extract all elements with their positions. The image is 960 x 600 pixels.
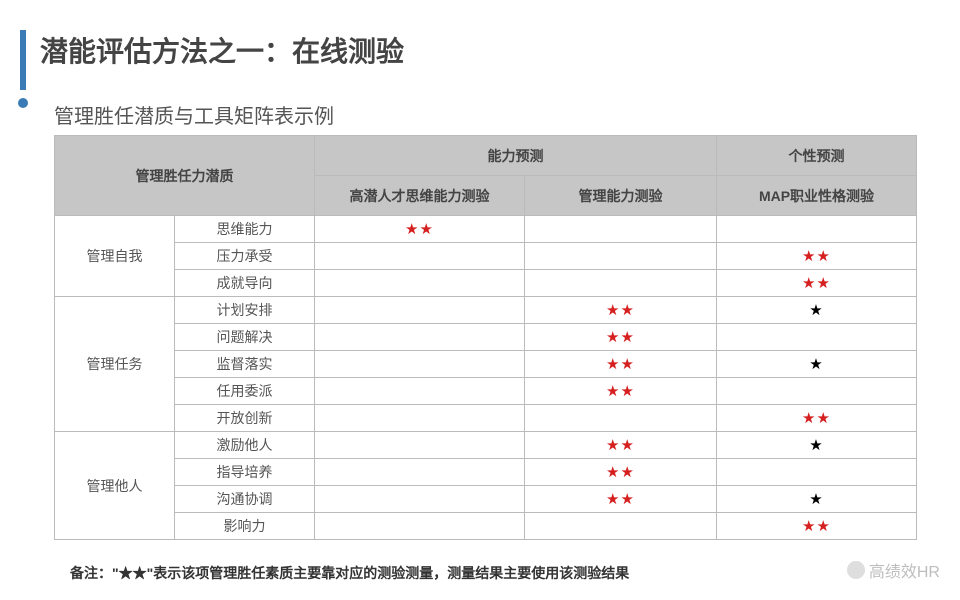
cell xyxy=(717,324,917,351)
row-label: 任用委派 xyxy=(175,378,315,405)
row-label: 指导培养 xyxy=(175,459,315,486)
star-primary-icon: ★★ xyxy=(606,437,635,454)
table-row: 问题解决 ★★ xyxy=(55,324,917,351)
cell xyxy=(315,378,525,405)
row-label: 开放创新 xyxy=(175,405,315,432)
table-row: 影响力 ★★ xyxy=(55,513,917,540)
cell: ★★ xyxy=(525,432,717,459)
star-primary-icon: ★★ xyxy=(606,356,635,373)
col-group-personality: 个性预测 xyxy=(717,136,917,176)
row-label: 问题解决 xyxy=(175,324,315,351)
star-primary-icon: ★★ xyxy=(606,329,635,346)
star-secondary-icon: ★ xyxy=(809,356,823,373)
star-primary-icon: ★★ xyxy=(802,275,831,292)
cell xyxy=(717,459,917,486)
cell xyxy=(315,459,525,486)
table-row: 指导培养 ★★ xyxy=(55,459,917,486)
col-group-ability: 能力预测 xyxy=(315,136,717,176)
cell xyxy=(315,351,525,378)
cell: ★★ xyxy=(525,459,717,486)
row-label: 激励他人 xyxy=(175,432,315,459)
table-row: 任用委派 ★★ xyxy=(55,378,917,405)
row-label: 计划安排 xyxy=(175,297,315,324)
cell: ★★ xyxy=(525,297,717,324)
cell xyxy=(315,513,525,540)
cell xyxy=(315,486,525,513)
row-label: 思维能力 xyxy=(175,216,315,243)
col-header-0: 高潜人才思维能力测验 xyxy=(315,176,525,216)
cell xyxy=(315,243,525,270)
cell: ★★ xyxy=(525,486,717,513)
page-subtitle: 管理胜任潜质与工具矩阵表示例 xyxy=(54,100,334,129)
row-group-1: 管理任务 xyxy=(55,297,175,432)
cell xyxy=(315,324,525,351)
table-row: 管理自我思维能力★★ xyxy=(55,216,917,243)
col-header-2: MAP职业性格测验 xyxy=(717,176,917,216)
star-primary-icon: ★★ xyxy=(405,221,434,238)
cell: ★★ xyxy=(717,513,917,540)
watermark-text: 高绩效HR xyxy=(869,558,940,582)
cell: ★★ xyxy=(717,243,917,270)
cell xyxy=(315,297,525,324)
row-label: 影响力 xyxy=(175,513,315,540)
row-label: 沟通协调 xyxy=(175,486,315,513)
row-label: 监督落实 xyxy=(175,351,315,378)
cell: ★★ xyxy=(525,378,717,405)
table-row: 成就导向 ★★ xyxy=(55,270,917,297)
cell xyxy=(525,405,717,432)
table-row: 压力承受 ★★ xyxy=(55,243,917,270)
cell: ★★ xyxy=(525,351,717,378)
star-primary-icon: ★★ xyxy=(802,518,831,535)
star-secondary-icon: ★ xyxy=(809,302,823,319)
cell: ★★ xyxy=(717,270,917,297)
cell: ★ xyxy=(717,432,917,459)
table-row: 监督落实★★★ xyxy=(55,351,917,378)
row-group-0: 管理自我 xyxy=(55,216,175,297)
table-row: 开放创新 ★★ xyxy=(55,405,917,432)
cell xyxy=(525,216,717,243)
row-label: 成就导向 xyxy=(175,270,315,297)
cell: ★ xyxy=(717,297,917,324)
star-primary-icon: ★★ xyxy=(606,491,635,508)
row-label: 压力承受 xyxy=(175,243,315,270)
star-primary-icon: ★★ xyxy=(802,410,831,427)
star-primary-icon: ★★ xyxy=(606,383,635,400)
footnote: 备注："★★"表示该项管理胜任素质主要靠对应的测验测量，测量结果主要使用该测验结… xyxy=(70,563,629,583)
star-secondary-icon: ★ xyxy=(809,437,823,454)
cell: ★ xyxy=(717,486,917,513)
cell xyxy=(525,513,717,540)
col-header-1: 管理能力测验 xyxy=(525,176,717,216)
cell: ★★ xyxy=(315,216,525,243)
cell: ★ xyxy=(717,351,917,378)
matrix-table: 管理胜任力潜质能力预测个性预测高潜人才思维能力测验管理能力测验MAP职业性格测验… xyxy=(54,135,917,540)
star-primary-icon: ★★ xyxy=(606,464,635,481)
cell xyxy=(525,270,717,297)
cell xyxy=(525,243,717,270)
page-title: 潜能评估方法之一：在线测验 xyxy=(40,30,404,70)
cell xyxy=(315,270,525,297)
cell: ★★ xyxy=(717,405,917,432)
watermark: 高绩效HR xyxy=(847,558,940,582)
accent-rule xyxy=(20,30,26,90)
cell: ★★ xyxy=(525,324,717,351)
cell xyxy=(717,216,917,243)
matrix-table-wrap: 管理胜任力潜质能力预测个性预测高潜人才思维能力测验管理能力测验MAP职业性格测验… xyxy=(54,135,916,540)
star-primary-icon: ★★ xyxy=(606,302,635,319)
star-secondary-icon: ★ xyxy=(809,491,823,508)
cell xyxy=(315,432,525,459)
row-group-2: 管理他人 xyxy=(55,432,175,540)
star-primary-icon: ★★ xyxy=(802,248,831,265)
accent-dot xyxy=(18,98,28,108)
table-row: 管理他人激励他人★★★ xyxy=(55,432,917,459)
table-row: 管理任务计划安排★★★ xyxy=(55,297,917,324)
col-header-corner: 管理胜任力潜质 xyxy=(55,136,315,216)
table-row: 沟通协调★★★ xyxy=(55,486,917,513)
wechat-icon xyxy=(847,561,865,579)
cell xyxy=(717,378,917,405)
cell xyxy=(315,405,525,432)
